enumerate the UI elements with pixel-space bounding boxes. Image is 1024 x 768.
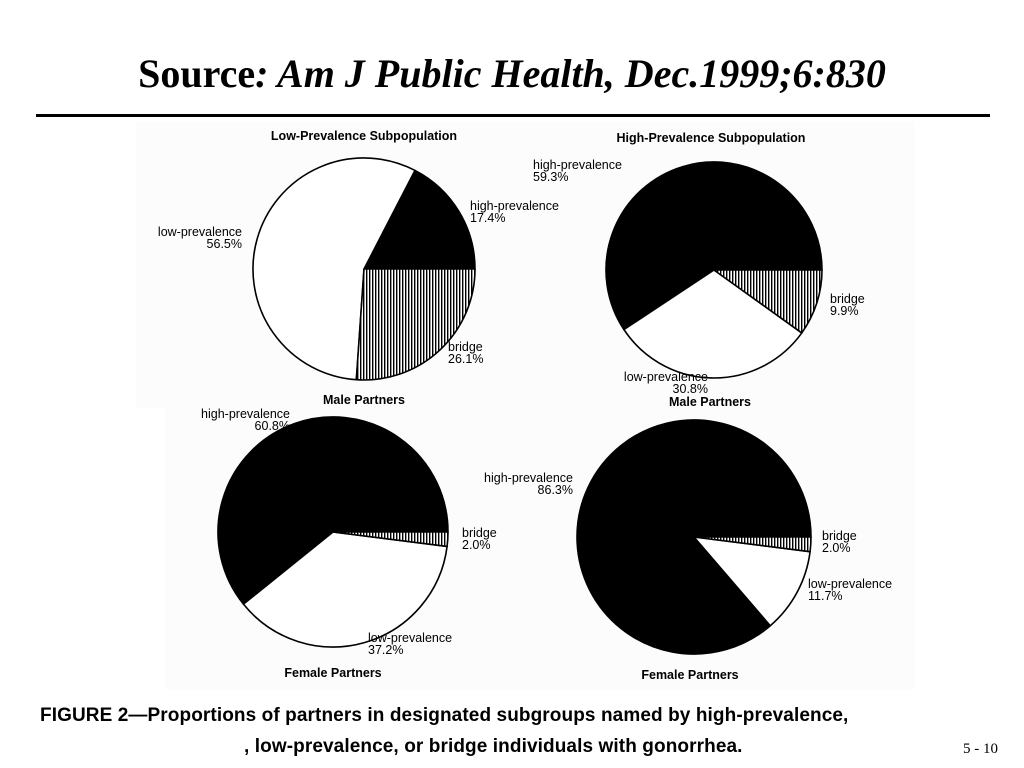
pie-3-value-low-prevalence: 37.2% — [368, 643, 403, 657]
pie-3-slice-bridge — [332, 531, 449, 548]
pie-1-label-bridge: bridge — [448, 340, 483, 354]
title-source-word: Source — [138, 51, 256, 96]
pie-1-value-low-prevalence: 56.5% — [207, 237, 242, 251]
pie-4-label-high-prevalence: high-prevalence — [484, 471, 573, 485]
figure-caption-line-1: FIGURE 2—Proportions of partners in desi… — [40, 705, 849, 726]
pie-3-value-high-prevalence: 60.8% — [255, 419, 290, 433]
pie-1-value-bridge: 26.1% — [448, 352, 483, 366]
pie-4-subtitle: Female Partners — [641, 668, 738, 682]
pie-2-label-high-prevalence: high-prevalence — [533, 158, 622, 172]
pie-2-value-low-prevalence: 30.8% — [673, 382, 708, 396]
pie-4-slice-low-prevalence — [693, 536, 811, 627]
figure-caption-line-2: , low-prevalence, or bridge individuals … — [244, 736, 743, 757]
pie-1-title: Low-Prevalence Subpopulation — [271, 129, 457, 143]
pie-charts-group: high-prevalence17.4%low-prevalence56.5%b… — [158, 129, 892, 682]
pie-1-label-low-prevalence: low-prevalence — [158, 225, 242, 239]
pie-4-value-high-prevalence: 86.3% — [538, 483, 573, 497]
pie-1-label-high-prevalence: high-prevalence — [470, 199, 559, 213]
pie-1-slice-low-prevalence — [252, 157, 416, 381]
pie-3-slice-low-prevalence — [242, 531, 448, 648]
pie-3-label-bridge: bridge — [462, 526, 497, 540]
pie-4-value-low-prevalence: 11.7% — [808, 589, 843, 603]
pie-3-label-low-prevalence: low-prevalence — [368, 631, 452, 645]
pie-2-label-low-prevalence: low-prevalence — [624, 370, 708, 384]
pie-4-label-low-prevalence: low-prevalence — [808, 577, 892, 591]
pie-1-value-high-prevalence: 17.4% — [470, 211, 505, 225]
pie-1-slice-bridge — [355, 268, 476, 381]
pie-4-value-bridge: 2.0% — [822, 541, 851, 555]
pie-3-subtitle: Female Partners — [284, 666, 381, 680]
title-divider — [36, 114, 990, 117]
pie-3-slice-high-prevalence — [217, 416, 449, 605]
pie-4-slice-bridge — [693, 536, 812, 553]
pie-3-value-bridge: 2.0% — [462, 538, 491, 552]
pie-4-label-bridge: bridge — [822, 529, 857, 543]
slide-title: Source: Am J Public Health, Dec.1999;6:8… — [0, 48, 1024, 100]
pie-3-label-high-prevalence: high-prevalence — [201, 407, 290, 421]
page-number: 5 - 10 — [963, 741, 998, 757]
pie-2-slice-bridge — [713, 269, 823, 334]
pie-2-title: High-Prevalence Subpopulation — [617, 131, 806, 145]
title-citation: : Am J Public Health, Dec.1999;6:830 — [255, 51, 886, 96]
pie-2-subtitle: Male Partners — [669, 395, 751, 409]
pie-2-slice-high-prevalence — [605, 161, 823, 331]
pie-3-title: Male Partners — [323, 393, 405, 407]
pie-2-slice-low-prevalence — [623, 269, 803, 379]
pie-2-value-high-prevalence: 59.3% — [533, 170, 568, 184]
pie-2-value-bridge: 9.9% — [830, 304, 859, 318]
pie-1-slice-high-prevalence — [363, 169, 476, 270]
pie-2-label-bridge: bridge — [830, 292, 865, 306]
